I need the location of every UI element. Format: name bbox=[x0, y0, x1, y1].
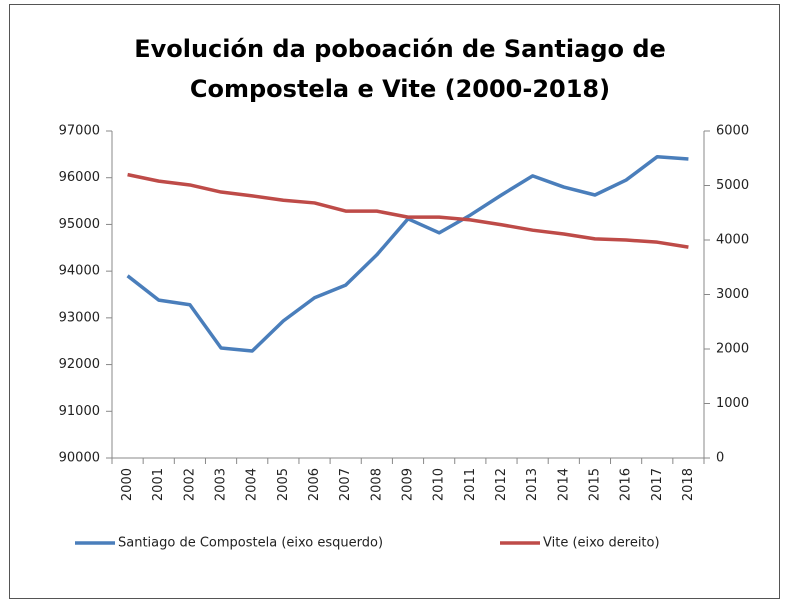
x-tick-label: 2016 bbox=[619, 468, 634, 501]
y-tick-label: 90000 bbox=[59, 451, 100, 466]
chart-frame bbox=[9, 4, 780, 599]
x-tick-label: 2013 bbox=[525, 468, 540, 501]
x-tick-label: 2007 bbox=[338, 468, 353, 501]
x-tick-label: 2005 bbox=[276, 468, 291, 501]
x-tick-label: 2018 bbox=[681, 468, 696, 501]
x-tick-label: 2012 bbox=[494, 468, 509, 501]
x-tick-label: 2000 bbox=[120, 468, 135, 501]
x-tick-label: 2009 bbox=[401, 468, 416, 501]
x-tick-label: 2004 bbox=[245, 468, 260, 501]
y2-tick-label: 1000 bbox=[716, 396, 749, 411]
chart-title: Compostela e Vite (2000-2018) bbox=[190, 75, 610, 103]
x-tick-label: 2010 bbox=[432, 468, 447, 501]
y2-tick-label: 3000 bbox=[716, 287, 749, 302]
x-tick-label: 2015 bbox=[587, 468, 602, 501]
x-tick-label: 2003 bbox=[214, 468, 229, 501]
y2-tick-label: 6000 bbox=[716, 124, 749, 139]
x-tick-label: 2002 bbox=[182, 468, 197, 501]
y-tick-label: 91000 bbox=[59, 404, 100, 419]
y2-tick-label: 0 bbox=[716, 451, 724, 466]
x-tick-label: 2006 bbox=[307, 468, 322, 501]
y-tick-label: 95000 bbox=[59, 217, 100, 232]
y-tick-label: 94000 bbox=[59, 264, 100, 279]
y2-tick-label: 2000 bbox=[716, 342, 749, 357]
y-tick-label: 93000 bbox=[59, 310, 100, 325]
legend-label: Santiago de Compostela (eixo esquerdo) bbox=[118, 536, 383, 551]
legend-label: Vite (eixo dereito) bbox=[543, 536, 660, 551]
x-tick-label: 2014 bbox=[556, 468, 571, 501]
y-tick-label: 97000 bbox=[59, 124, 100, 139]
y-tick-label: 96000 bbox=[59, 170, 100, 185]
y-tick-label: 92000 bbox=[59, 357, 100, 372]
x-tick-label: 2011 bbox=[463, 468, 478, 501]
series-line bbox=[127, 172, 689, 249]
x-tick-label: 2008 bbox=[369, 468, 384, 501]
x-tick-label: 2017 bbox=[650, 468, 665, 501]
x-tick-label: 2001 bbox=[151, 468, 166, 501]
y2-tick-label: 5000 bbox=[716, 178, 749, 193]
y2-tick-label: 4000 bbox=[716, 233, 749, 248]
chart-title: Evolución da poboación de Santiago de bbox=[134, 35, 666, 63]
